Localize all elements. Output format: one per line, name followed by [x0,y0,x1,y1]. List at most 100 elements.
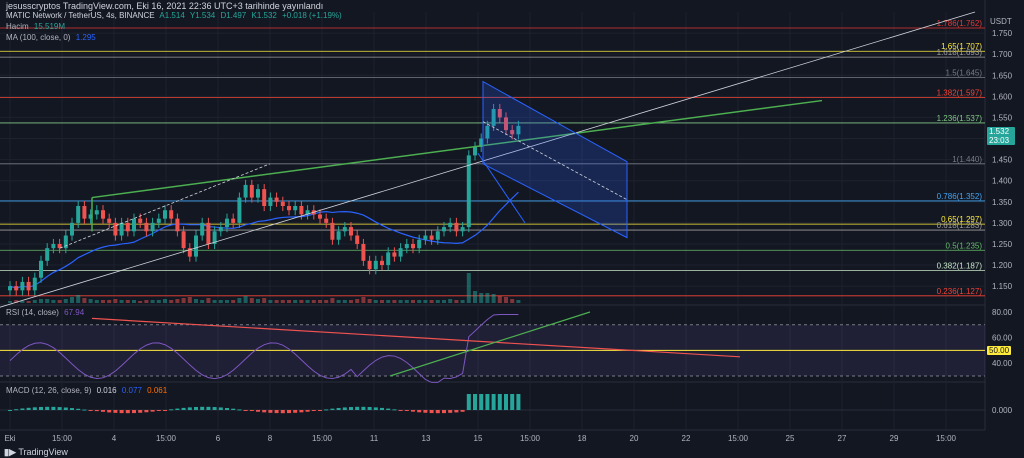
volume-bar [435,300,440,303]
macd-histogram-bar [26,407,31,410]
candle-body [485,125,490,139]
volume-bar [212,300,217,303]
volume-bar [231,300,236,303]
candle-body [510,130,515,135]
candle-body [51,243,56,249]
volume-bar [423,300,428,303]
tradingview-footer[interactable]: ▮▶ TradingView [0,446,1024,458]
time-tick-label: 27 [838,434,847,443]
symbol-legend: MATIC Network / TetherUS, 4s, BINANCE A1… [6,11,345,21]
volume-bar [249,298,254,303]
ma-100-line [9,191,519,289]
candle-body [82,206,87,219]
volume-bar [404,300,409,303]
candle-body [14,286,19,291]
publish-header: jesusscryptos TradingView.com, Eki 16, 2… [6,1,324,11]
volume-bar [448,299,453,303]
volume-bar [473,291,477,303]
price-tick-label: 1.250 [992,240,1013,249]
volume-legend[interactable]: Hacim 15.519M [6,22,68,32]
candle-body [435,231,440,240]
time-tick-label: 13 [422,434,431,443]
legend-close: K1.532 [251,11,277,20]
currency-label[interactable]: USDT [990,17,1012,26]
volume-bar [373,300,378,303]
legend-change: +0.018 (+1.19%) [282,11,342,20]
symbol-name[interactable]: MATIC Network / TetherUS, 4s, BINANCE [6,11,155,20]
volume-bar [39,299,43,303]
volume-bar [63,299,68,303]
volume-bar [113,299,118,303]
macd-histogram-bar [380,407,384,410]
candle-body [479,138,484,147]
macd-histogram-bar [411,410,415,412]
fib-level-label: 1(1.440) [952,155,982,164]
volume-bar [479,293,484,303]
candle-body [287,206,291,211]
macd-histogram-bar [504,394,508,410]
fib-level-label: 0.618(1.283) [937,221,983,230]
candle-body [429,235,434,240]
candle-countdown: 23:03 [989,136,1010,145]
candle-body [94,210,99,215]
candle-body [256,189,260,198]
candle-body [473,146,477,156]
macd-histogram-bar [249,410,254,412]
macd-histogram-bar [94,410,99,412]
price-tick-label: 1.200 [992,261,1013,270]
macd-histogram-bar [324,409,329,411]
rsi-green-trendline [389,311,591,377]
ma-legend[interactable]: MA (100, close, 0) 1.295 [6,33,99,43]
candle-body [212,231,217,244]
volume-bar [318,300,322,303]
volume-bar [88,299,93,303]
candle-body [268,197,273,206]
candle-body [398,248,403,257]
macd-histogram-bar [51,406,56,410]
volume-bar [293,300,298,303]
fib-level-label: 0.236(1.127) [937,287,983,296]
macd-histogram-bar [243,410,248,411]
macd-histogram-bar [181,407,186,410]
tradingview-logo-icon: ▮▶ [4,447,19,457]
fib-level-label: 1.5(1.645) [946,68,983,77]
macd-value-2: 0.077 [121,386,142,395]
volume-bar [32,300,37,303]
candle-body [305,210,310,215]
candle-body [156,218,161,223]
brand-label: TradingView [18,447,68,457]
channel-midline [482,121,628,201]
candle-body [249,184,254,198]
volume-bar [150,300,155,303]
macd-histogram-bar [460,410,465,412]
macd-label: MACD (12, 26, close, 9) [6,386,92,395]
time-tick-label: 15:00 [312,434,333,443]
candle-body [336,231,341,240]
macd-histogram-bar [417,410,422,413]
volume-bar [411,300,415,303]
macd-histogram-bar [231,408,236,410]
macd-legend[interactable]: MACD (12, 26, close, 9) 0.016 0.077 0.06… [6,386,170,396]
time-tick-label: 25 [786,434,795,443]
macd-histogram-bar [448,410,453,413]
volume-bar [386,300,391,303]
time-tick-label: 22 [682,434,691,443]
macd-histogram-bar [373,407,378,410]
candle-body [26,281,31,291]
macd-histogram-bar [442,410,446,414]
macd-histogram-bar [349,407,353,410]
fib-level-label: 0.382(1.187) [937,262,983,271]
macd-histogram-bar [88,410,93,411]
volume-bar [485,293,490,303]
legend-open: A1.514 [159,11,185,20]
macd-histogram-bar [491,394,496,410]
macd-histogram-bar [187,407,192,410]
volume-bar [256,299,260,303]
candle-body [138,218,143,223]
macd-histogram-bar [14,409,19,411]
rsi-legend[interactable]: RSI (14, close) 67.94 [6,308,87,318]
candle-body [45,248,50,261]
volume-bar [181,298,186,303]
time-tick-label: Eki [4,434,15,443]
